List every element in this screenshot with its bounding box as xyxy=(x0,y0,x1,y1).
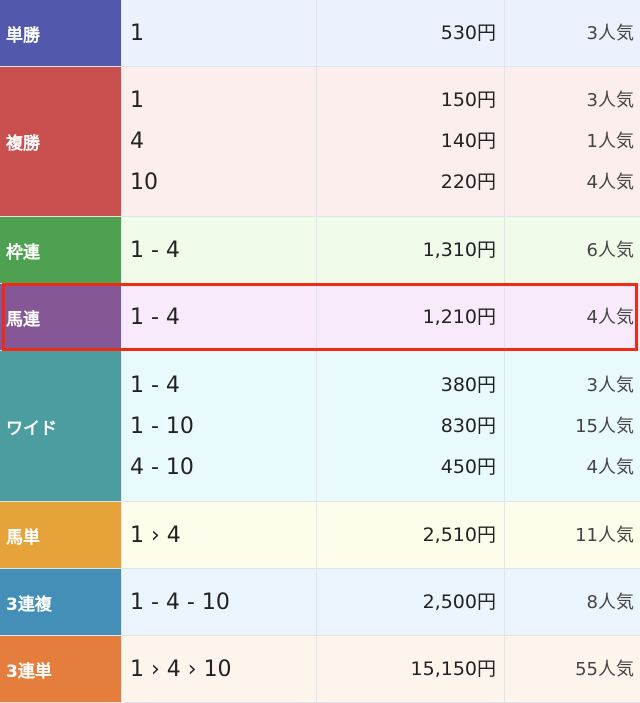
payout-value: 530円 xyxy=(440,21,496,44)
combination-value: 1 - 4 - 10 xyxy=(130,589,230,615)
payout-cell: 2,510円 xyxy=(317,502,505,568)
payout-cell: 380円 830円 450円 xyxy=(317,351,505,501)
combination-value: 4 - 10 xyxy=(130,454,194,480)
payout-value: 450円 xyxy=(440,455,496,478)
popularity-cell: 3人気 1人気 4人気 xyxy=(505,67,640,216)
popularity-value: 3人気 xyxy=(586,90,634,111)
popularity-cell: 4人気 xyxy=(505,284,640,350)
payout-cell: 1,310円 xyxy=(317,217,505,283)
payout-row: ワイド 1 - 4 1 - 10 4 - 10 380円 830円 450円 3人気 15人気 4… xyxy=(0,351,640,502)
bet-type-label: 複勝 xyxy=(0,67,122,216)
bet-type-label: 3連複 xyxy=(0,569,122,635)
bet-type-label: 馬連 xyxy=(0,284,122,350)
popularity-value: 4人気 xyxy=(586,306,634,328)
popularity-value: 6人気 xyxy=(586,239,634,261)
payout-row: 複勝 1 4 10 150円 140円 220円 3人気 1人気 4人気 xyxy=(0,67,640,217)
payout-value: 15,150円 xyxy=(410,657,496,680)
combination-cell: 1 › 4 xyxy=(122,502,317,568)
combination-value: 1 - 4 xyxy=(130,237,180,263)
combination-value: 1 - 4 xyxy=(130,372,180,398)
combination-value: 10 xyxy=(130,170,158,195)
payout-cell: 2,500円 xyxy=(317,569,505,635)
payout-cell: 1,210円 xyxy=(317,284,505,350)
popularity-value: 11人気 xyxy=(575,524,634,546)
combination-value: 1 › 4 › 10 xyxy=(130,656,232,682)
combination-cell: 1 4 10 xyxy=(122,67,317,216)
combination-value: 1 › 4 xyxy=(130,522,181,548)
popularity-cell: 11人気 xyxy=(505,502,640,568)
payout-cell: 15,150円 xyxy=(317,636,505,702)
payout-row: 枠連 1 - 4 1,310円 6人気 xyxy=(0,217,640,284)
bet-type-label: ワイド xyxy=(0,351,122,501)
payout-value: 220円 xyxy=(440,171,496,193)
combination-value: 4 xyxy=(130,129,144,154)
payout-row: 馬連 1 - 4 1,210円 4人気 xyxy=(0,284,640,351)
payout-row: 馬単 1 › 4 2,510円 11人気 xyxy=(0,502,640,569)
payout-value: 2,500円 xyxy=(422,590,496,613)
payout-value: 140円 xyxy=(440,130,496,152)
popularity-value: 1人気 xyxy=(586,131,634,152)
popularity-cell: 6人気 xyxy=(505,217,640,283)
popularity-value: 55人気 xyxy=(575,658,634,680)
popularity-value: 3人気 xyxy=(586,22,634,44)
bet-type-label: 単勝 xyxy=(0,0,122,66)
combination-cell: 1 - 4 1 - 10 4 - 10 xyxy=(122,351,317,501)
combination-value: 1 xyxy=(130,88,144,113)
bet-type-label: 枠連 xyxy=(0,217,122,283)
popularity-cell: 55人気 xyxy=(505,636,640,702)
combination-cell: 1 xyxy=(122,0,317,66)
combination-value: 1 - 4 xyxy=(130,304,180,330)
combination-value: 1 xyxy=(130,20,144,46)
payout-row: 3連複 1 - 4 - 10 2,500円 8人気 xyxy=(0,569,640,636)
popularity-value: 8人気 xyxy=(586,591,634,613)
popularity-cell: 8人気 xyxy=(505,569,640,635)
payout-value: 380円 xyxy=(440,373,496,396)
payout-value: 150円 xyxy=(440,89,496,111)
payout-cell: 530円 xyxy=(317,0,505,66)
payout-value: 1,310円 xyxy=(422,238,496,261)
combination-value: 1 - 10 xyxy=(130,413,194,439)
combination-cell: 1 › 4 › 10 xyxy=(122,636,317,702)
payout-value: 2,510円 xyxy=(422,523,496,546)
bet-type-label: 馬単 xyxy=(0,502,122,568)
popularity-cell: 3人気 xyxy=(505,0,640,66)
combination-cell: 1 - 4 xyxy=(122,217,317,283)
popularity-value: 3人気 xyxy=(586,374,634,396)
popularity-value: 15人気 xyxy=(575,415,634,437)
payout-row: 3連単 1 › 4 › 10 15,150円 55人気 xyxy=(0,636,640,703)
popularity-value: 4人気 xyxy=(586,172,634,193)
popularity-cell: 3人気 15人気 4人気 xyxy=(505,351,640,501)
payout-cell: 150円 140円 220円 xyxy=(317,67,505,216)
payout-row: 単勝 1 530円 3人気 xyxy=(0,0,640,67)
payout-value: 830円 xyxy=(440,414,496,437)
combination-cell: 1 - 4 - 10 xyxy=(122,569,317,635)
bet-type-label: 3連単 xyxy=(0,636,122,702)
popularity-value: 4人気 xyxy=(586,456,634,478)
combination-cell: 1 - 4 xyxy=(122,284,317,350)
payout-value: 1,210円 xyxy=(422,305,496,328)
